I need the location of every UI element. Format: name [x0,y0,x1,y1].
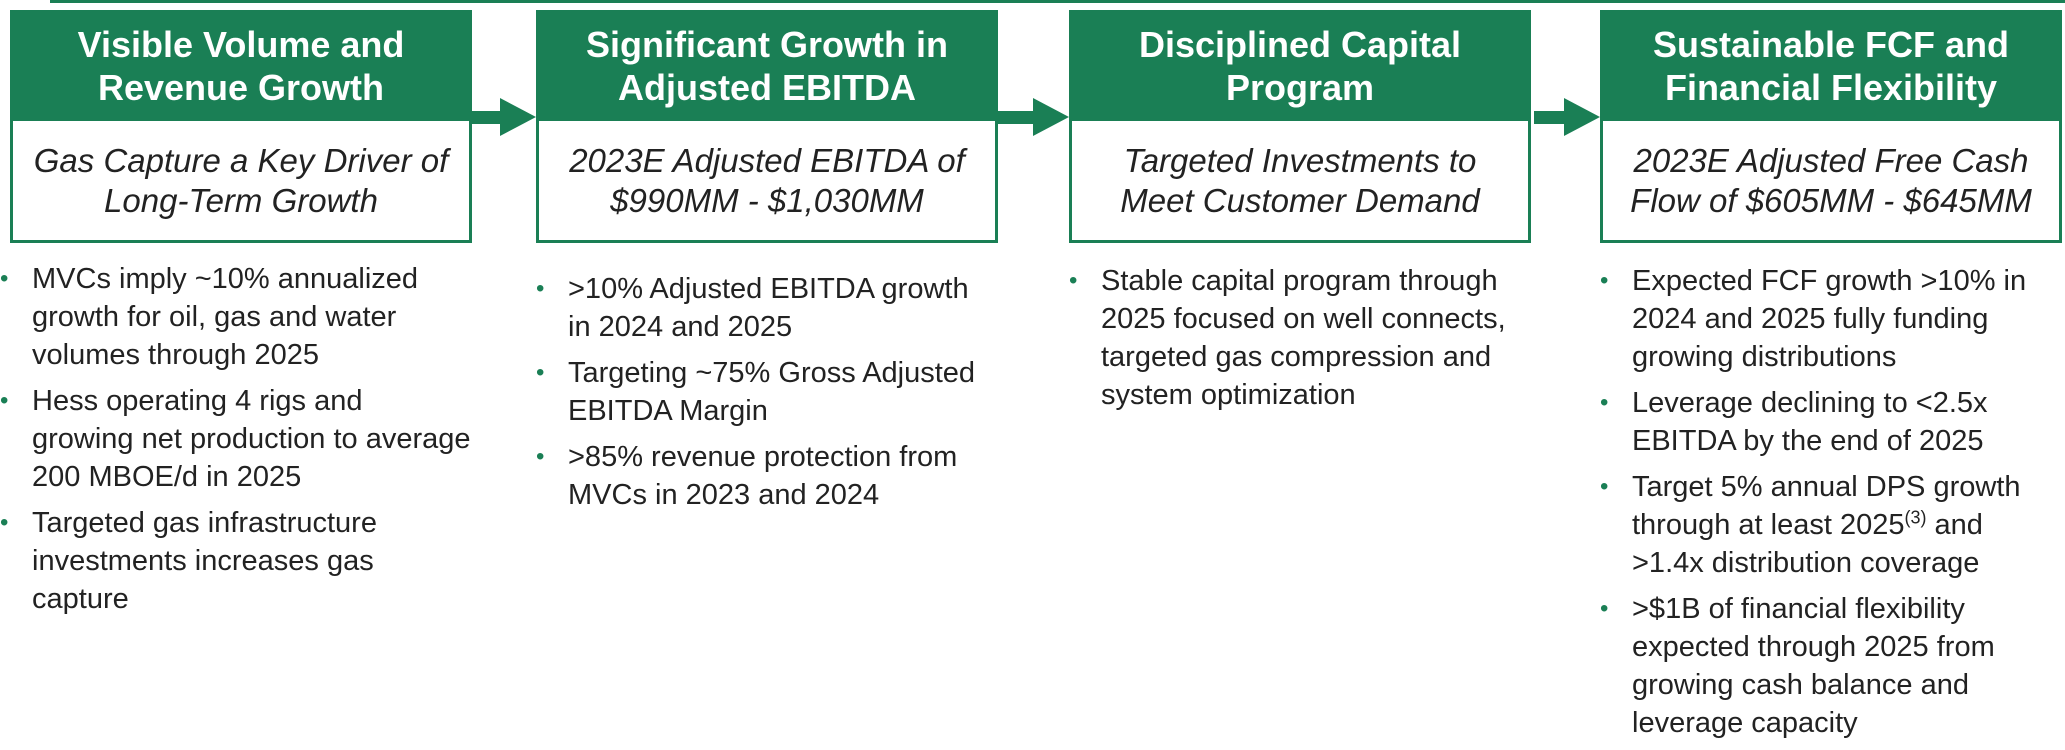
column-subtitle: Targeted Investments to Meet Customer De… [1069,121,1531,243]
bullet: >10% Adjusted EBITDA growth in 2024 and … [536,270,998,346]
bullet-text: Stable capital program through 2025 focu… [1101,265,1506,411]
bullet: Hess operating 4 rigs and growing net pr… [0,382,472,496]
bullet: >85% revenue protection from MVCs in 202… [536,438,998,514]
bullet-text: Leverage declining to <2.5x EBITDA by th… [1632,387,1988,457]
arrow-head [1564,98,1600,136]
bullet-text: MVCs imply ~10% annualized growth for oi… [32,263,419,371]
arrow-head [1033,98,1069,136]
column-title: Sustainable FCF and Financial Flexibilit… [1600,10,2062,121]
bullet-list: MVCs imply ~10% annualized growth for oi… [0,260,472,618]
column-subtitle: 2023E Adjusted EBITDA of $990MM - $1,030… [536,121,998,243]
column: Significant Growth in Adjusted EBITDA 202… [536,10,998,522]
bullet-list: Stable capital program through 2025 focu… [1069,262,1531,414]
arrows [470,98,1600,136]
column-title: Significant Growth in Adjusted EBITDA [536,10,998,121]
footnote-ref: (3) [1904,507,1927,528]
arrow-group [470,98,1600,136]
bullet-text: Targeted gas infrastructure investments … [32,507,377,615]
column-title: Disciplined Capital Program [1069,10,1531,121]
bullet: >$1B of financial flexibility expected t… [1600,590,2062,742]
bullet: Expected FCF growth >10% in 2024 and 202… [1600,262,2062,376]
bullet: Stable capital program through 2025 focu… [1069,262,1531,414]
arrow-shaft [997,111,1039,124]
page: Visible Volume and Revenue Growth Gas Cap… [0,0,2065,734]
column: Disciplined Capital Program Targeted Inve… [1069,10,1531,422]
column-title: Visible Volume and Revenue Growth [10,10,472,121]
top-rule [50,0,2065,3]
bullet-text: Targeting ~75% Gross Adjusted EBITDA Mar… [568,357,976,427]
bullet-text: >$1B of financial flexibility expected t… [1632,593,1995,739]
bullet-text: Hess operating 4 rigs and growing net pr… [32,385,471,493]
bullet-text: and >1.4x distribution coverage [1632,509,1983,579]
arrow-head [500,98,536,136]
column: Visible Volume and Revenue Growth Gas Cap… [0,10,472,626]
bullet-list: >10% Adjusted EBITDA growth in 2024 and … [536,270,998,514]
bullet: Targeted gas infrastructure investments … [0,504,472,618]
arrow-shaft [1534,111,1570,124]
arrow-shaft [470,111,506,124]
column-subtitle: 2023E Adjusted Free Cash Flow of $605MM … [1600,121,2062,243]
bullet-text: Expected FCF growth >10% in 2024 and 202… [1632,265,2027,373]
bullet-text: Target 5% annual DPS growth through at l… [1632,471,2021,541]
bullet: Targeting ~75% Gross Adjusted EBITDA Mar… [536,354,998,430]
bullet: MVCs imply ~10% annualized growth for oi… [0,260,472,374]
bullet-text: >85% revenue protection from MVCs in 202… [568,441,958,511]
bullet: Leverage declining to <2.5x EBITDA by th… [1600,384,2062,460]
column-subtitle: Gas Capture a Key Driver of Long-Term Gr… [10,121,472,243]
column: Sustainable FCF and Financial Flexibilit… [1600,10,2062,750]
bullet: Target 5% annual DPS growth through at l… [1600,468,2062,582]
bullet-list: Expected FCF growth >10% in 2024 and 202… [1600,262,2062,742]
bullet-text: >10% Adjusted EBITDA growth in 2024 and … [568,273,969,343]
